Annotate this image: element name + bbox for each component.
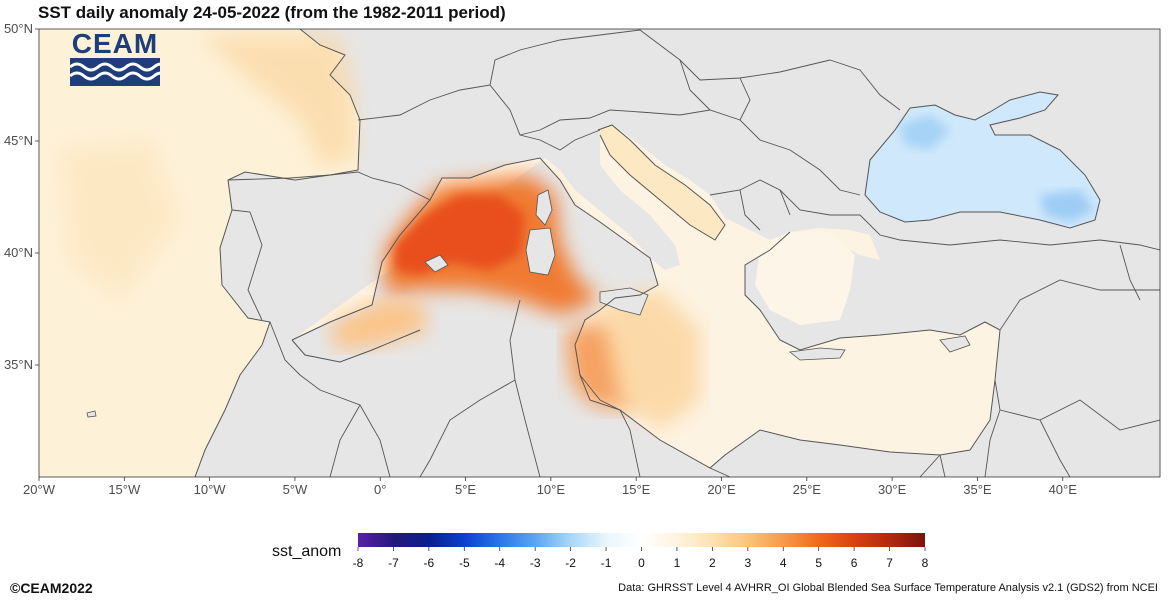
colorbar-tick-label: -3: [530, 556, 541, 570]
country-borders: [227, 29, 1160, 477]
longitude-tick-label: 0°: [374, 482, 386, 497]
data-source-note: Data: GHRSST Level 4 AVHRR_OI Global Ble…: [618, 582, 1158, 594]
colorbar-ticks: -8 -7 -6 -5 -4 -3 -2 -1 0 1 2 3 4 5 6 7 8: [353, 547, 929, 570]
colorbar-tick-label: 2: [709, 556, 716, 570]
island-corsica: [535, 189, 553, 226]
colorbar-tick-label: -1: [601, 556, 612, 570]
island-mallorca: [424, 254, 449, 273]
latitude-tick-label: 35°N: [4, 357, 33, 372]
map-title: SST daily anomaly 24-05-2022 (from the 1…: [38, 3, 506, 22]
colorbar-tick-label: -6: [424, 556, 435, 570]
atlantic-ocean: [39, 29, 360, 477]
longitude-tick-label: 10°W: [194, 482, 227, 497]
black-sea-cool-patch-2: [1040, 190, 1095, 222]
colorbar-tick-label: -8: [353, 556, 364, 570]
colorbar-tick-label: 8: [922, 556, 929, 570]
black-sea-cool-patch: [900, 115, 950, 150]
colorbar-tick-label: 6: [851, 556, 858, 570]
longitude-tick-label: 30°E: [878, 482, 907, 497]
adriatic-sea: [598, 125, 725, 240]
colorbar-tick-label: 3: [744, 556, 751, 570]
latitude-tick-label: 50°N: [4, 21, 33, 36]
longitude-tick-label: 15°W: [108, 482, 141, 497]
longitude-axis: 20°W 15°W 10°W 5°W 0° 5°E 10°E 15°E 20°E 25°E 30°E…: [23, 477, 1077, 497]
colorbar-tick-label: -5: [459, 556, 470, 570]
longitude-tick-label: 35°E: [963, 482, 992, 497]
longitude-tick-label: 5°E: [455, 482, 476, 497]
atlantic-warm-patch-2: [60, 140, 180, 300]
longitude-tick-label: 20°E: [707, 482, 736, 497]
colorbar: -8 -7 -6 -5 -4 -3 -2 -1 0 1 2 3 4 5 6 7 8: [353, 533, 929, 570]
island-canary: [86, 410, 97, 418]
island-cyprus: [939, 335, 971, 353]
legend-title: sst_anom: [272, 543, 342, 560]
sst-hottest-core: [395, 195, 525, 275]
latitude-tick-label: 40°N: [4, 245, 33, 260]
atlantic-warm-patch: [200, 35, 355, 165]
longitude-tick-label: 20°W: [23, 482, 56, 497]
island-sardinia: [525, 227, 556, 276]
longitude-tick-label: 5°W: [283, 482, 308, 497]
longitude-tick-label: 25°E: [793, 482, 822, 497]
copyright-notice: ©CEAM2022: [10, 580, 93, 596]
colorbar-tick-label: 0: [638, 556, 645, 570]
coastlines: [194, 29, 1101, 477]
longitude-tick-label: 40°E: [1049, 482, 1078, 497]
aegean-sea: [755, 232, 855, 325]
ceam-logo: CEAM: [70, 30, 160, 86]
colorbar-tick-label: -7: [388, 556, 399, 570]
colorbar-tick-label: -4: [494, 556, 505, 570]
sst-warm-central: [600, 290, 700, 430]
sst-warm-alboran: [330, 300, 430, 350]
island-crete: [789, 347, 846, 361]
latitude-axis: 50°N 45°N 40°N 35°N: [4, 21, 39, 372]
latitude-tick-label: 45°N: [4, 133, 33, 148]
colorbar-tick-label: 4: [780, 556, 787, 570]
colorbar-bar: [358, 533, 925, 547]
colorbar-tick-label: -2: [565, 556, 576, 570]
colorbar-tick-label: 5: [815, 556, 822, 570]
longitude-tick-label: 15°E: [622, 482, 651, 497]
longitude-tick-label: 10°E: [537, 482, 566, 497]
colorbar-tick-label: 1: [674, 556, 681, 570]
logo-text: CEAM: [71, 28, 159, 59]
colorbar-tick-label: 7: [886, 556, 893, 570]
ceam-waves-logo-icon: [70, 58, 160, 86]
island-sicily: [599, 287, 649, 316]
